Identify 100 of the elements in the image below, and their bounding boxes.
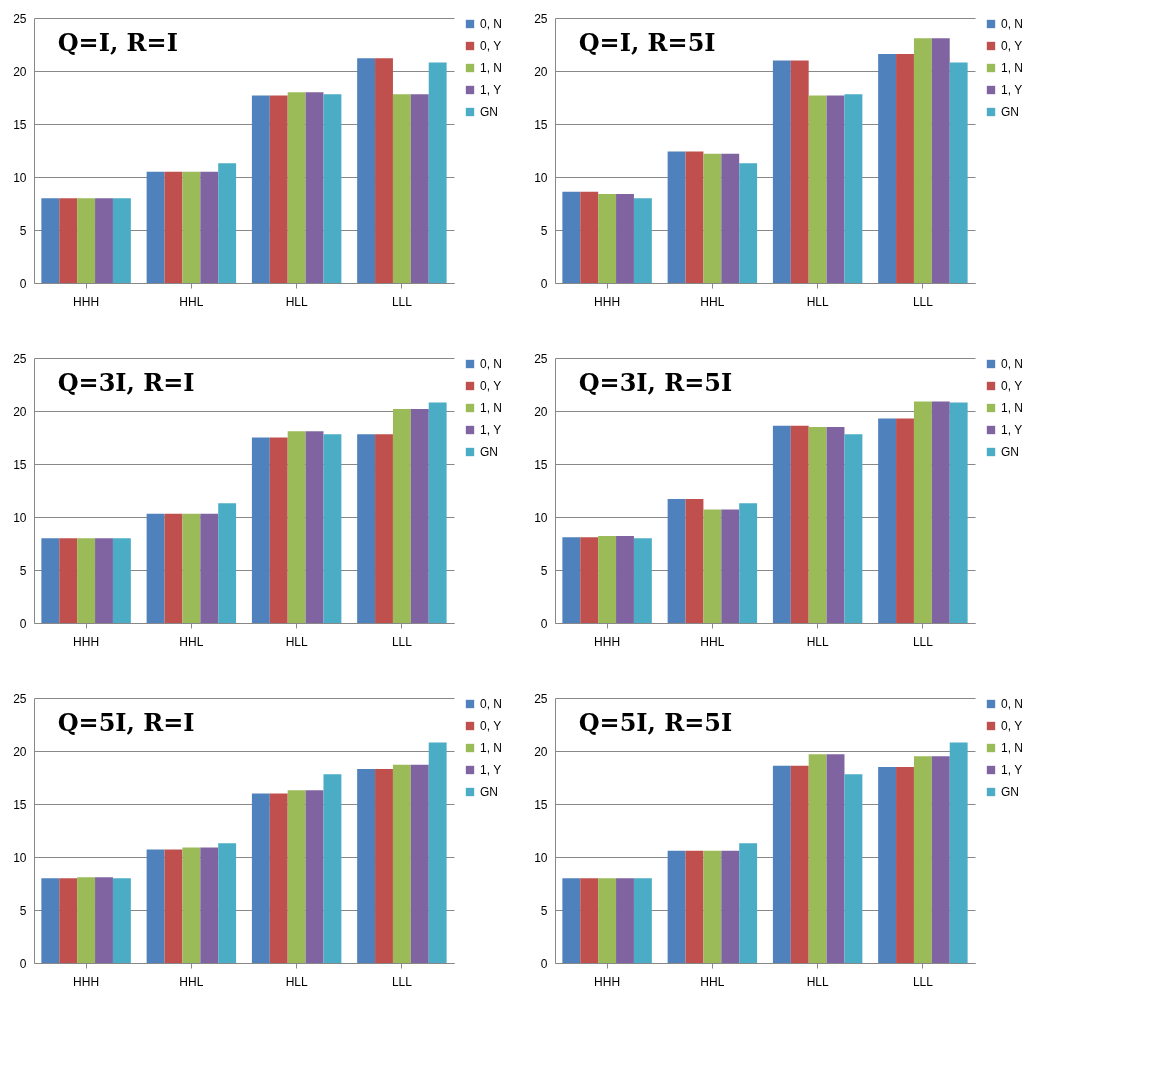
bar [287,790,306,963]
bar [931,38,950,283]
x-tick-label: HHL [700,294,725,309]
y-tick-label: 10 [13,170,27,185]
bar [844,774,863,963]
legend-label: 0, Y [1001,379,1023,393]
x-tick-label: HHH [73,974,100,989]
bar [59,198,78,283]
bar [428,742,447,963]
bar [896,418,914,623]
bar [392,408,411,623]
bar [633,198,652,283]
bar [844,94,863,283]
bar [826,754,845,963]
y-tick-label: 20 [13,404,27,419]
y-tick-label: 5 [19,563,27,578]
bar [200,847,219,963]
legend-label: 1, N [1001,741,1024,755]
legend-label: 1, Y [480,763,502,777]
x-tick-label: HHH [594,294,621,309]
bar [305,431,324,623]
legend-label: 0, N [480,697,503,711]
bar [703,509,722,623]
y-tick-label: 5 [540,223,548,238]
bar [949,62,968,283]
legend-label: GN [1001,105,1019,119]
bar [305,92,324,283]
bar [616,193,634,283]
legend-label: 0, Y [480,379,502,393]
x-tick-label: HHH [73,634,100,649]
bar [146,849,165,963]
bar [77,198,96,283]
bar [323,774,342,963]
x-tick-label: HHL [700,974,725,989]
bar [580,878,599,963]
bar [913,756,932,963]
bar [844,434,863,623]
legend-label: 1, N [1001,61,1024,75]
legend-label: 1, N [480,741,503,755]
chart-title: Q=5I, R=5I [578,708,733,737]
bar [562,191,581,283]
bar [218,503,237,623]
y-tick-label: 0 [19,276,27,291]
bar [703,153,722,283]
y-tick-label: 15 [534,117,548,132]
bar [703,850,722,963]
x-tick-label: HHH [594,634,621,649]
legend-label: 0, Y [1001,39,1023,53]
bar [392,94,411,283]
bar [269,95,288,283]
bar [375,58,393,283]
bar [251,793,270,963]
bar [598,536,617,623]
legend-label: 1, Y [480,423,502,437]
legend-label: 0, Y [1001,719,1023,733]
bar [357,58,376,283]
bar [392,764,411,963]
bar [667,151,686,283]
y-tick-label: 25 [534,691,548,706]
x-tick-label: HLL [806,294,829,309]
bar [182,171,201,283]
y-tick-label: 25 [534,351,548,366]
legend-label: 1, N [1001,401,1024,415]
bar [598,878,617,963]
y-tick-label: 20 [534,744,548,759]
y-tick-label: 0 [540,276,548,291]
bar [790,425,809,623]
x-tick-label: LLL [391,294,413,309]
bar [182,513,201,623]
bar [826,95,845,283]
legend-label: GN [480,445,498,459]
bar [739,503,758,623]
x-tick-label: HLL [285,974,308,989]
bar [685,498,704,623]
bar [790,765,809,963]
y-tick-label: 0 [540,956,548,971]
bar [562,878,581,963]
x-tick-label: HLL [285,634,308,649]
y-tick-label: 15 [13,797,27,812]
bar [41,538,60,623]
y-tick-label: 5 [19,903,27,918]
legend-label: 0, Y [480,719,502,733]
x-tick-label: LLL [391,974,413,989]
y-tick-label: 25 [13,11,27,26]
bar [772,60,791,283]
x-tick-label: HHL [179,634,204,649]
bar [410,408,429,623]
x-tick-label: HHH [594,974,621,989]
bar [616,878,634,963]
chart-title: Q=3I, R=I [57,368,195,397]
bar [580,537,599,623]
bar [896,54,914,283]
y-tick-label: 10 [534,510,548,525]
legend-label: 1, N [480,401,503,415]
bar [790,60,809,283]
bar [580,191,599,283]
bar [164,513,183,623]
bar [949,742,968,963]
y-tick-label: 10 [534,170,548,185]
x-tick-label: HLL [806,634,829,649]
